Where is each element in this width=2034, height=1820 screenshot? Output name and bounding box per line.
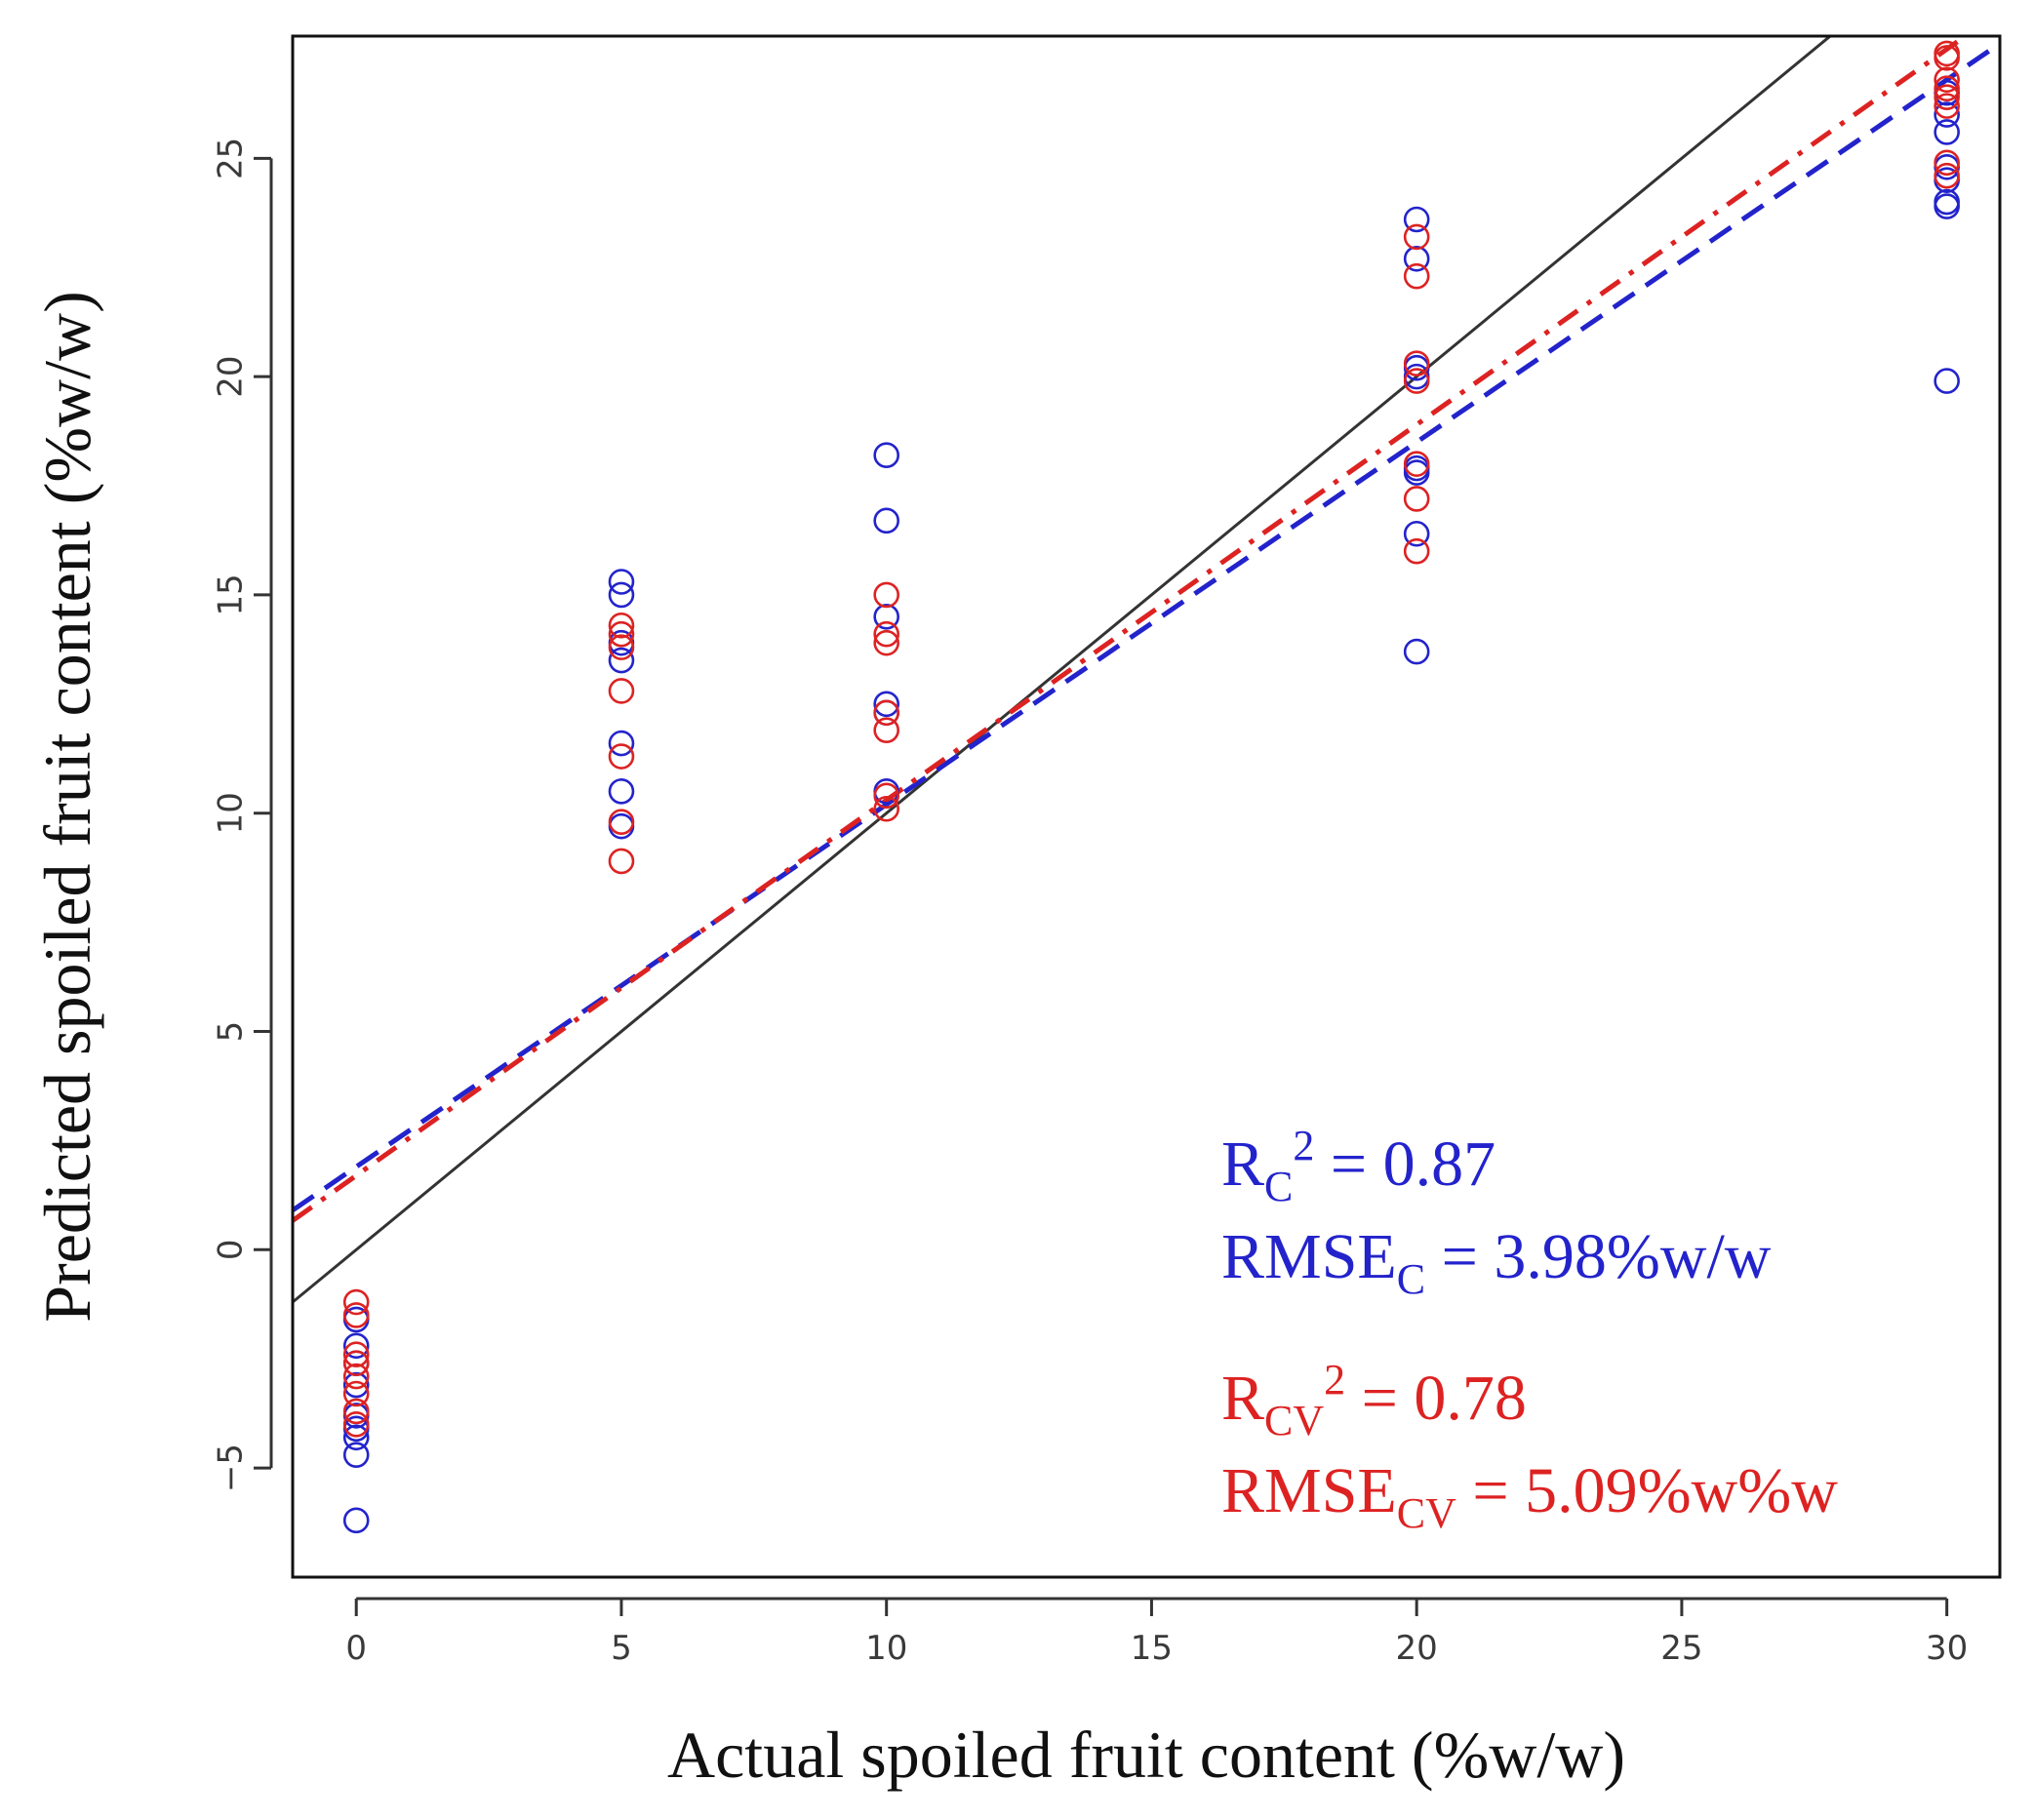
- y-tick-label: 0: [212, 1239, 251, 1260]
- x-axis-title: Actual spoiled fruit content (%w/w): [667, 1718, 1625, 1792]
- x-tick-label: 15: [1131, 1629, 1173, 1668]
- cross_validation-point: [342, 1380, 370, 1407]
- y-tick-label: 15: [212, 574, 251, 615]
- calibration-point: [873, 691, 899, 718]
- cross_validation-point: [873, 782, 899, 810]
- calibration-point: [873, 603, 899, 630]
- cross_validation-point: [608, 634, 635, 660]
- cross_validation-point: [342, 1363, 370, 1390]
- cross_validation-point: [1934, 75, 1960, 102]
- cross_validation-point: [608, 809, 635, 835]
- x-tick-label: 20: [1396, 1629, 1438, 1668]
- x-tick-label: 5: [611, 1629, 632, 1668]
- cross_validation-point: [1403, 262, 1430, 290]
- calibration-point: [1403, 638, 1430, 665]
- x-tick-label: 0: [345, 1629, 367, 1668]
- calibration-point: [342, 1442, 370, 1468]
- cross_validation-point: [873, 581, 899, 609]
- cross_validation-point: [1403, 537, 1430, 565]
- calibration-line: [293, 41, 2000, 1212]
- x-tick-label: 25: [1660, 1629, 1702, 1668]
- cv-r2-label: RCV2 = 0.78: [1221, 1356, 1527, 1444]
- calibration-point: [608, 647, 635, 674]
- cross_validation-point: [873, 717, 899, 743]
- reference-line: [293, 36, 1833, 1304]
- y-tick-label: 5: [212, 1021, 251, 1043]
- calibration-point: [608, 569, 635, 595]
- cv-rmse-label: RMSECV = 5.09%w%w: [1221, 1455, 1838, 1537]
- cross_validation-point: [1403, 223, 1430, 251]
- calibration-point: [1403, 245, 1430, 272]
- cross_validation-point: [873, 699, 899, 727]
- calibration-stats: RC2 = 0.87 RMSEC = 3.98%w/w: [1221, 1122, 1772, 1303]
- cross_validation-point: [342, 1302, 370, 1328]
- cross_validation-point: [608, 620, 635, 648]
- cross_validation-point: [608, 678, 635, 704]
- cross_validation-point: [342, 1350, 370, 1376]
- calibration-point: [1934, 193, 1960, 219]
- cross_validation-point: [1403, 368, 1430, 394]
- cross_validation-line: [293, 36, 1970, 1223]
- calibration-point: [608, 581, 635, 609]
- calibration-point: [1403, 206, 1430, 233]
- cross_validation-point: [873, 629, 899, 656]
- y-tick-label: 25: [212, 138, 251, 179]
- y-tick-label: −5: [212, 1444, 251, 1492]
- x-tick-label: 10: [865, 1629, 907, 1668]
- regression-lines: [293, 36, 2000, 1304]
- y-axis-title: Predicted spoiled fruit content (%w/w): [30, 291, 104, 1323]
- cross_validation-point: [1403, 350, 1430, 376]
- cross_validation-point: [342, 1398, 370, 1425]
- cross_validation-point: [342, 1288, 370, 1316]
- y-tick-label: 10: [212, 792, 251, 834]
- cross_validation-point: [1403, 451, 1430, 477]
- cross_validation-point: [1934, 162, 1960, 189]
- cross_validation-point: [1934, 84, 1960, 110]
- calibration-rmse-label: RMSEC = 3.98%w/w: [1221, 1221, 1772, 1303]
- calibration-point: [1403, 459, 1430, 486]
- y-tick-label: 20: [212, 355, 251, 397]
- cross_validation-point: [1934, 45, 1960, 71]
- cross_validation-point: [1934, 149, 1960, 177]
- calibration-point: [342, 1507, 370, 1534]
- calibration-r2-label: RC2 = 0.87: [1221, 1122, 1496, 1210]
- data-points: [342, 40, 1960, 1534]
- cross_validation-point: [1403, 486, 1430, 512]
- calibration-point: [342, 1424, 370, 1451]
- y-axis: −5 0 5 10 15 20 25: [212, 138, 273, 1492]
- cross_validation-point: [873, 795, 899, 822]
- cross-validation-stats: RCV2 = 0.78 RMSECV = 5.09%w%w: [1221, 1356, 1838, 1537]
- cross_validation-point: [1934, 66, 1960, 94]
- calibration-point: [608, 730, 635, 757]
- cross_validation-point: [608, 848, 635, 875]
- calibration-point: [1934, 368, 1960, 394]
- calibration-point: [342, 1332, 370, 1360]
- calibration-point: [1934, 101, 1960, 128]
- calibration-point: [342, 1371, 370, 1399]
- calibration-point: [1934, 119, 1960, 145]
- x-tick-label: 30: [1926, 1629, 1968, 1668]
- cross_validation-point: [342, 1411, 370, 1438]
- calibration-point: [873, 507, 899, 534]
- plot-frame: [291, 34, 2002, 1579]
- cross_validation-point: [608, 612, 635, 639]
- cross_validation-point: [342, 1341, 370, 1368]
- cross_validation-point: [608, 743, 635, 770]
- calibration-point: [1403, 520, 1430, 547]
- calibration-point: [608, 778, 635, 805]
- calibration-point: [873, 442, 899, 468]
- x-axis: 0 5 10 15 20 25 30: [345, 1597, 1968, 1668]
- cross_validation-point: [873, 620, 899, 648]
- cross_validation-point: [1934, 93, 1960, 119]
